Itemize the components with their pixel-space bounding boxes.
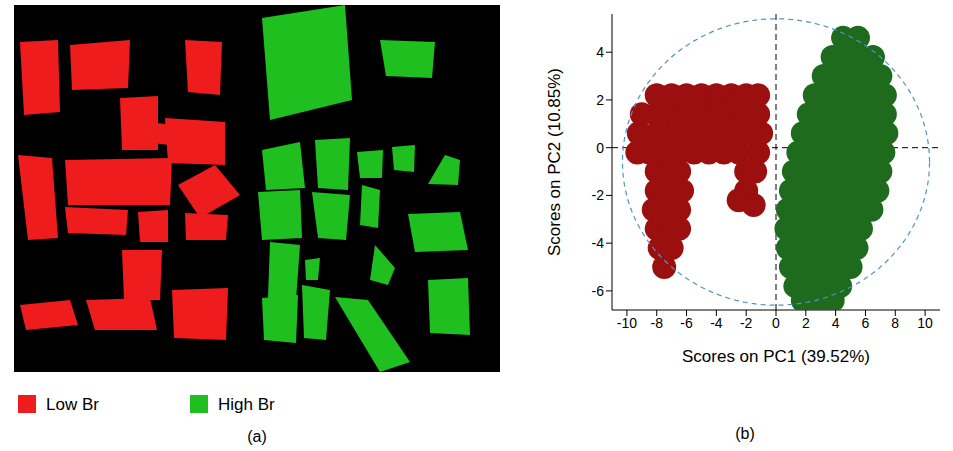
svg-text:10: 10 xyxy=(917,315,933,331)
svg-text:(a): (a) xyxy=(247,428,267,445)
svg-text:4: 4 xyxy=(832,315,840,331)
svg-text:-2: -2 xyxy=(592,187,605,203)
svg-text:-2: -2 xyxy=(740,315,753,331)
svg-text:0: 0 xyxy=(596,140,604,156)
svg-text:-10: -10 xyxy=(617,315,637,331)
svg-text:-6: -6 xyxy=(680,315,693,331)
svg-text:8: 8 xyxy=(891,315,899,331)
svg-text:4: 4 xyxy=(596,44,604,60)
svg-text:-4: -4 xyxy=(592,235,605,251)
svg-text:High Br: High Br xyxy=(218,395,275,414)
svg-text:-4: -4 xyxy=(710,315,723,331)
svg-text:Scores on PC1 (39.52%): Scores on PC1 (39.52%) xyxy=(682,347,870,366)
svg-text:2: 2 xyxy=(596,92,604,108)
svg-text:-8: -8 xyxy=(651,315,664,331)
svg-text:6: 6 xyxy=(862,315,870,331)
svg-text:2: 2 xyxy=(802,315,810,331)
html-text:(b): (b) xyxy=(735,425,755,442)
svg-text:Scores on PC2 (10.85%): Scores on PC2 (10.85%) xyxy=(545,68,564,256)
svg-text:0: 0 xyxy=(772,315,780,331)
svg-text:-6: -6 xyxy=(592,283,605,299)
svg-text:Low Br: Low Br xyxy=(46,395,99,414)
